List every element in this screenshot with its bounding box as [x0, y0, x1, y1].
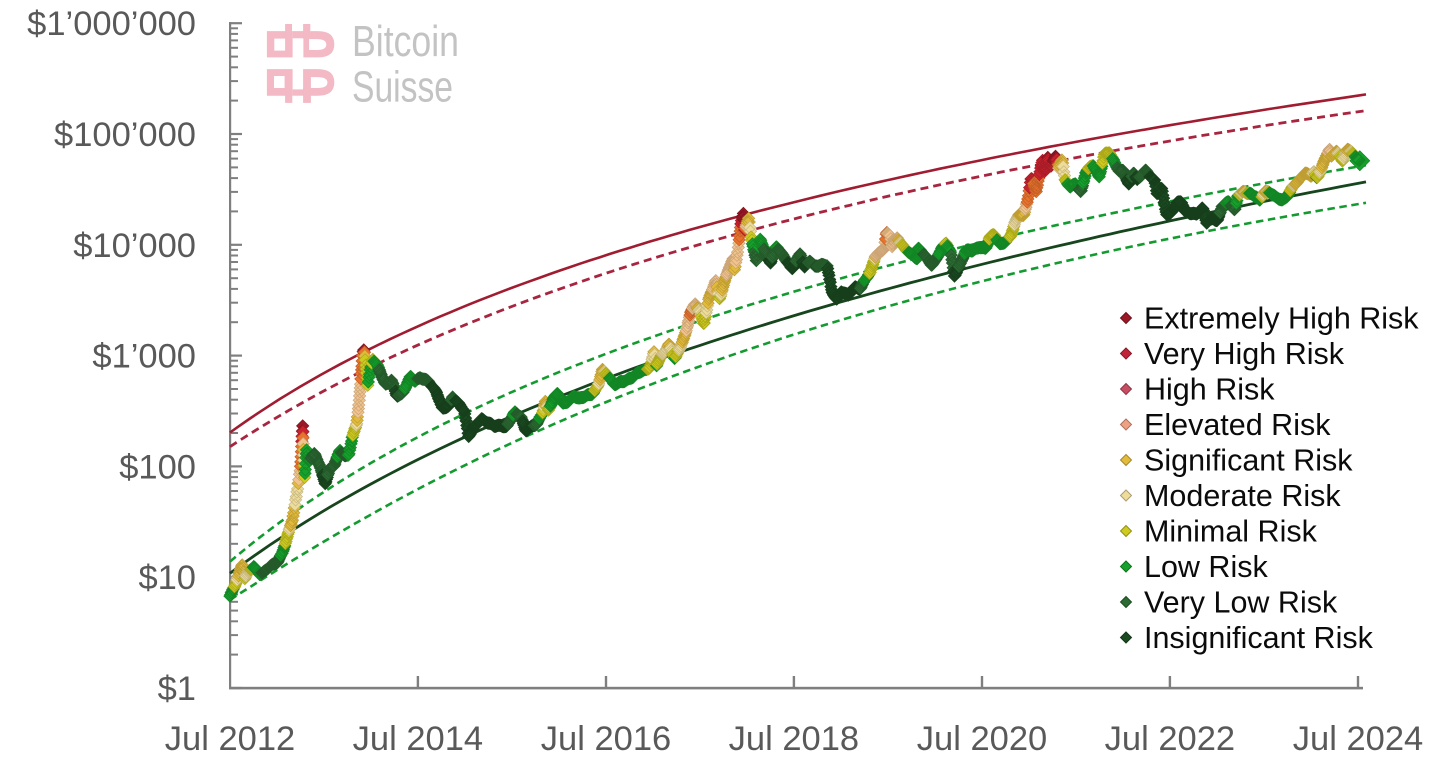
svg-text:Suisse: Suisse: [352, 63, 453, 112]
svg-text:Jul 2014: Jul 2014: [353, 720, 483, 758]
svg-text:$1: $1: [158, 670, 196, 708]
svg-text:Very Low Risk: Very Low Risk: [1144, 586, 1338, 620]
svg-text:Minimal Risk: Minimal Risk: [1144, 515, 1318, 549]
svg-text:Jul 2022: Jul 2022: [1105, 720, 1235, 758]
svg-text:Low Risk: Low Risk: [1144, 550, 1268, 584]
svg-text:Bitcoin: Bitcoin: [352, 17, 459, 66]
svg-text:$100’000: $100’000: [54, 116, 196, 154]
svg-text:Elevated Risk: Elevated Risk: [1144, 408, 1331, 442]
svg-text:Jul 2020: Jul 2020: [917, 720, 1047, 758]
svg-text:Very High Risk: Very High Risk: [1144, 337, 1345, 371]
svg-text:$10’000: $10’000: [73, 227, 196, 265]
svg-text:$100: $100: [119, 448, 196, 486]
svg-text:High Risk: High Risk: [1144, 373, 1275, 407]
svg-text:$10: $10: [138, 559, 196, 597]
svg-text:Jul 2016: Jul 2016: [541, 720, 671, 758]
svg-text:Moderate Risk: Moderate Risk: [1144, 479, 1341, 513]
svg-text:Jul 2012: Jul 2012: [165, 720, 295, 758]
svg-text:Extremely High Risk: Extremely High Risk: [1144, 302, 1419, 336]
svg-text:Insignificant Risk: Insignificant Risk: [1144, 621, 1374, 655]
svg-text:$1’000’000: $1’000’000: [27, 5, 196, 43]
svg-text:Jul 2024: Jul 2024: [1293, 720, 1423, 758]
svg-text:$1’000: $1’000: [92, 338, 196, 376]
svg-text:Jul 2018: Jul 2018: [729, 720, 859, 758]
svg-text:Significant Risk: Significant Risk: [1144, 444, 1353, 478]
